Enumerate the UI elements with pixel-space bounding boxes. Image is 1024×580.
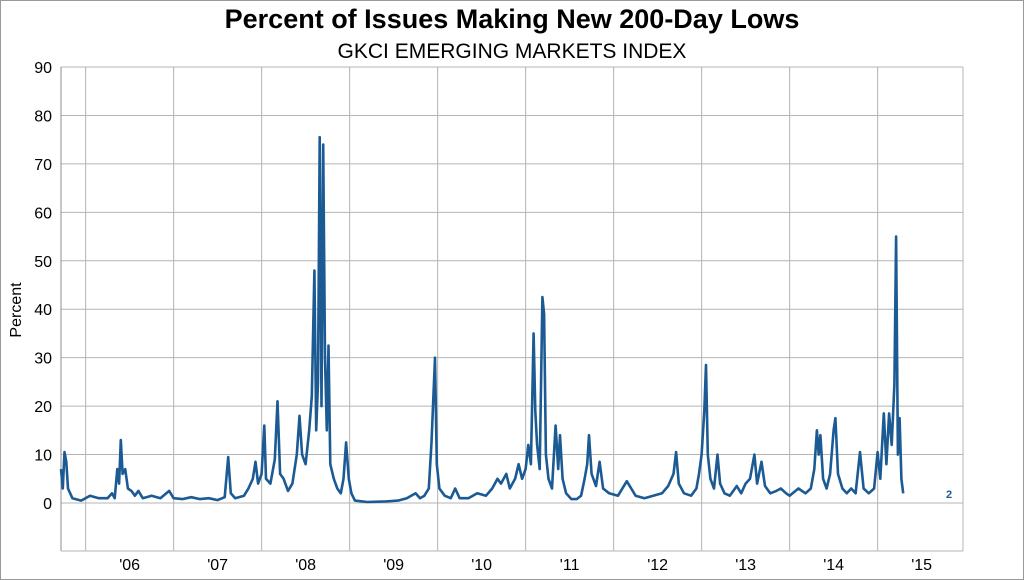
y-tick-label: 80 (34, 108, 52, 125)
x-tick-label: '07 (207, 557, 228, 574)
x-axis-ticks: '06 '07 '08 '09 '10 '11 '12 '13 '14 '15 (119, 557, 932, 574)
y-tick-label: 90 (34, 60, 52, 77)
y-tick-label: 30 (34, 351, 52, 368)
x-tick-label: '06 (119, 557, 140, 574)
y-axis-label: Percent (8, 282, 25, 338)
x-tick-label: '10 (471, 557, 492, 574)
x-tick-label: '15 (911, 557, 932, 574)
grid-layer (60, 66, 964, 552)
x-tick-label: '14 (823, 557, 844, 574)
y-tick-label: 40 (34, 302, 52, 319)
y-tick-label: 20 (34, 399, 52, 416)
series-line (59, 135, 905, 504)
x-tick-label: '09 (383, 557, 404, 574)
y-tick-label: 0 (43, 496, 52, 513)
x-tick-label: '12 (647, 557, 668, 574)
y-tick-label: 60 (34, 205, 52, 222)
end-value-label: 2 (946, 489, 952, 501)
y-tick-label: 70 (34, 157, 52, 174)
y-tick-label: 10 (34, 448, 52, 465)
chart-subtitle: GKCI EMERGING MARKETS INDEX (337, 40, 687, 63)
x-tick-label: '13 (735, 557, 756, 574)
y-axis-ticks: 0 10 20 30 40 50 60 70 80 90 (34, 60, 52, 513)
x-tick-label: '11 (560, 557, 580, 574)
x-tick-label: '08 (295, 557, 316, 574)
chart-title: Percent of Issues Making New 200-Day Low… (224, 4, 800, 34)
y-tick-label: 50 (34, 254, 52, 271)
